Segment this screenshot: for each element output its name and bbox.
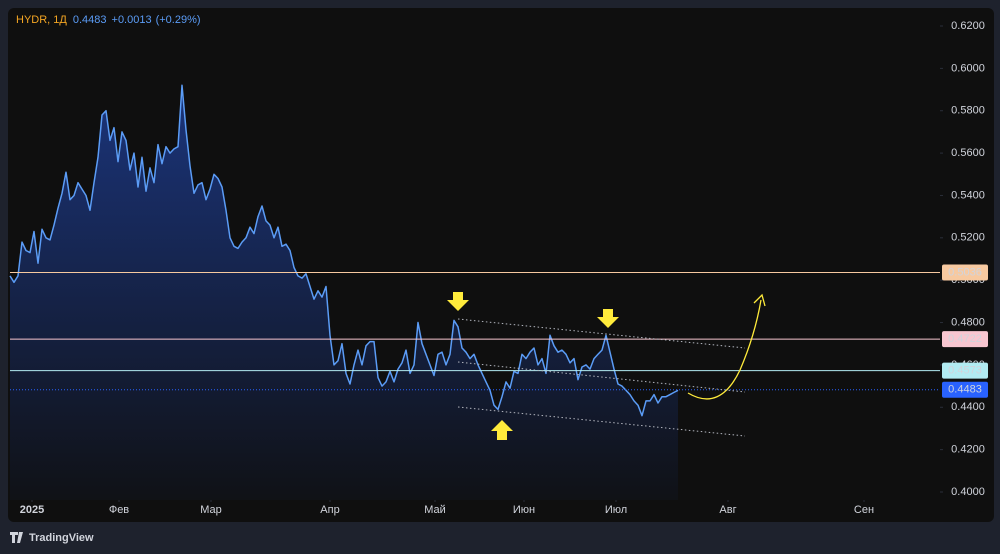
level-label-bg <box>942 362 988 379</box>
x-tick-label: Сен <box>854 504 874 516</box>
x-tick-label: Июн <box>513 504 535 516</box>
x-tick-label: Май <box>424 504 446 516</box>
y-tick-label: 0.5600 <box>951 147 985 159</box>
header: HYDR, 1Д 0.4483 +0.0013 (+0.29%) <box>16 14 201 26</box>
x-tick-label: Июл <box>605 504 627 516</box>
trend-line <box>457 361 746 393</box>
level-label-bg <box>942 331 988 348</box>
y-tick-label: 0.4000 <box>951 486 985 498</box>
y-tick-label: 0.6000 <box>951 62 985 74</box>
axes: 0.6200 0.6000 0.5800 0.5600 0.5400 0.5200 0.50… <box>20 20 988 516</box>
arrow-down <box>447 292 469 311</box>
y-tick-label: 0.5200 <box>951 232 985 244</box>
x-tick-label: 2025 <box>20 504 44 516</box>
y-tick-label: 0.4800 <box>951 316 985 328</box>
symbol: HYDR, 1Д <box>16 14 67 26</box>
arrow-down <box>597 309 619 328</box>
y-tick-label: 0.6200 <box>951 20 985 32</box>
y-tick-label: 0.4200 <box>951 444 985 456</box>
trend-line <box>457 406 746 437</box>
logo-mark <box>10 532 23 543</box>
plot <box>9 84 940 501</box>
brand: TradingView <box>29 532 94 544</box>
last-price-bg <box>942 381 988 398</box>
change: +0.0013 <box>112 14 152 26</box>
arrows <box>447 292 766 440</box>
level-label: 0.4722 <box>948 333 982 345</box>
level-label: 0.4573 <box>948 365 982 377</box>
forecast-head <box>753 293 766 307</box>
change-pct: (+0.29%) <box>156 14 201 26</box>
area-fill <box>10 85 678 501</box>
y-tick-label: 0.5400 <box>951 189 985 201</box>
y-tick-label: 0.5800 <box>951 105 985 117</box>
price-line <box>9 84 679 417</box>
trend-line <box>457 318 746 349</box>
arrow-up <box>491 420 513 440</box>
last-price-label: 0.4483 <box>948 384 982 396</box>
forecast-curve <box>687 299 762 400</box>
y-tick-label: 0.4400 <box>951 401 985 413</box>
x-tick-label: Авг <box>719 504 736 516</box>
drawings <box>457 318 746 437</box>
x-tick-label: Апр <box>320 504 339 516</box>
x-tick-label: Мар <box>200 504 222 516</box>
x-tick-label: Фев <box>109 504 129 516</box>
level-label-bg <box>942 264 988 281</box>
last: 0.4483 <box>73 14 107 26</box>
level-label: 0.5036 <box>948 266 982 278</box>
logo: TradingView <box>10 532 94 544</box>
